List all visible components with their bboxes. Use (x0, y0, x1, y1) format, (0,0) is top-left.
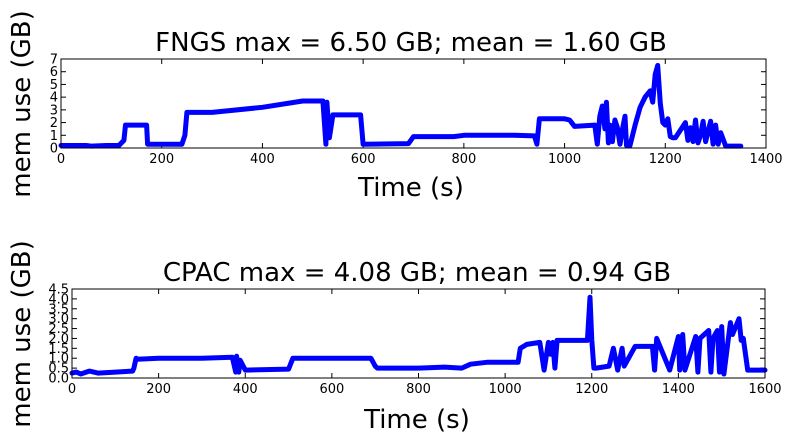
cpac-memory-chart: CPAC max = 4.08 GB; mean = 0.94 GB Time … (7, 240, 782, 435)
y-tick-label: 4.0 (48, 292, 69, 307)
y-tick-label: 0.0 (48, 372, 69, 387)
x-tick-label: 0 (57, 152, 65, 167)
x-tick-label: 800 (406, 382, 431, 397)
y-tick-label: 0.5 (48, 362, 69, 377)
x-tick-label: 200 (146, 382, 171, 397)
axis-ticks: 0 200 400 600 800 1000 1200 1400 1600 0.00.51.01.… (48, 283, 781, 398)
y-tick-label: 0 (50, 142, 58, 157)
chart-title: CPAC max = 4.08 GB; mean = 0.94 GB (163, 258, 671, 288)
x-tick-label: 200 (149, 152, 174, 167)
x-tick-label: 400 (233, 382, 258, 397)
x-tick-label: 600 (319, 382, 344, 397)
y-tick-label: 7 (50, 53, 58, 68)
y-axis-label: mem use (GB) (7, 240, 37, 427)
y-tick-label: 1.5 (48, 342, 69, 357)
fngs-memory-chart: FNGS max = 6.50 GB; mean = 1.60 GB Time … (7, 10, 783, 203)
plot-frame (71, 288, 766, 379)
x-tick-label: 1600 (748, 382, 781, 397)
y-tick-label: 6 (50, 65, 58, 80)
memory-series-line (69, 294, 768, 377)
x-tick-label: 1000 (548, 152, 581, 167)
plot-frame (60, 58, 767, 149)
y-tick-label: 2.0 (48, 332, 69, 347)
y-tick-label: 2 (50, 116, 58, 131)
y-tick-label: 4.5 (48, 283, 69, 298)
y-tick-label: 3.5 (48, 302, 69, 317)
chart-title: FNGS max = 6.50 GB; mean = 1.60 GB (155, 28, 667, 58)
y-tick-label: 4 (50, 91, 58, 106)
x-tick-label: 1200 (575, 382, 608, 397)
x-tick-label: 400 (250, 152, 275, 167)
y-axis-label: mem use (GB) (7, 10, 37, 197)
x-tick-label: 1000 (489, 382, 522, 397)
x-tick-label: 1400 (749, 152, 782, 167)
x-tick-label: 800 (451, 152, 476, 167)
x-tick-label: 1400 (662, 382, 695, 397)
x-axis-label: Time (s) (363, 405, 470, 435)
x-tick-label: 600 (351, 152, 376, 167)
y-tick-label: 3.0 (48, 312, 69, 327)
y-tick-label: 1 (50, 129, 58, 144)
x-tick-label: 1200 (649, 152, 682, 167)
y-tick-label: 3 (50, 103, 58, 118)
x-axis-label: Time (s) (357, 173, 464, 203)
y-tick-label: 2.5 (48, 322, 69, 337)
memory-series-line (58, 62, 744, 149)
y-tick-label: 1.0 (48, 352, 69, 367)
x-tick-label: 0 (68, 382, 76, 397)
y-tick-label: 5 (50, 78, 58, 93)
